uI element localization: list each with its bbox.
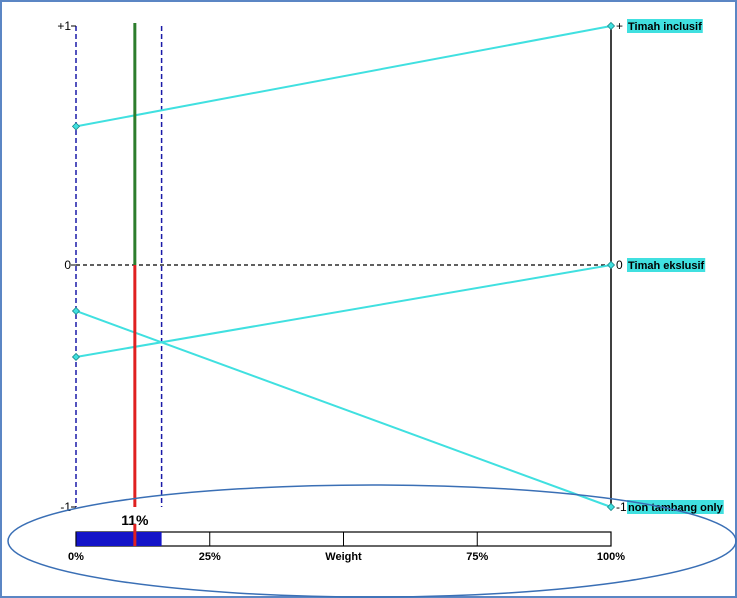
weight-scale-ticks: 0% 25% Weight 75% 100%: [68, 532, 625, 563]
weight-tick-label: 0%: [68, 551, 84, 563]
series-line: [75, 264, 612, 358]
weight-tick-label: Weight: [325, 551, 362, 563]
series-point: [606, 21, 616, 31]
right-axis-ticks: + 0 -1: [616, 19, 627, 514]
series-label-background: [627, 258, 706, 272]
weight-tick-label: 100%: [597, 551, 625, 563]
right-tick-label: 0: [616, 258, 623, 272]
series-label-background: [627, 19, 703, 33]
weight-scale-fill: [76, 532, 162, 546]
left-tick-label: +1: [57, 19, 71, 33]
highlight-ellipse: [7, 484, 737, 598]
series-line: [75, 310, 612, 508]
left-axis-ticks: +1 0 -1: [57, 19, 76, 514]
series-label: Timah inclusif: [628, 21, 702, 33]
series-label: Timah ekslusif: [628, 260, 705, 272]
weight-tick-label: 25%: [199, 551, 221, 563]
series-point: [71, 352, 81, 362]
series-lines: [71, 21, 616, 512]
series-point: [71, 306, 81, 316]
series-point: [606, 502, 616, 512]
current-weight-label: 11%: [121, 512, 149, 528]
left-tick-label: 0: [64, 258, 71, 272]
series-line: [75, 25, 612, 128]
series-point: [71, 122, 81, 131]
weight-tick-label: 75%: [466, 551, 488, 563]
right-tick-label: +: [616, 19, 623, 33]
series-label-background: [627, 500, 724, 514]
left-tick-label: -1: [60, 500, 71, 514]
right-tick-label: -1: [616, 500, 627, 514]
series-point: [606, 260, 616, 270]
